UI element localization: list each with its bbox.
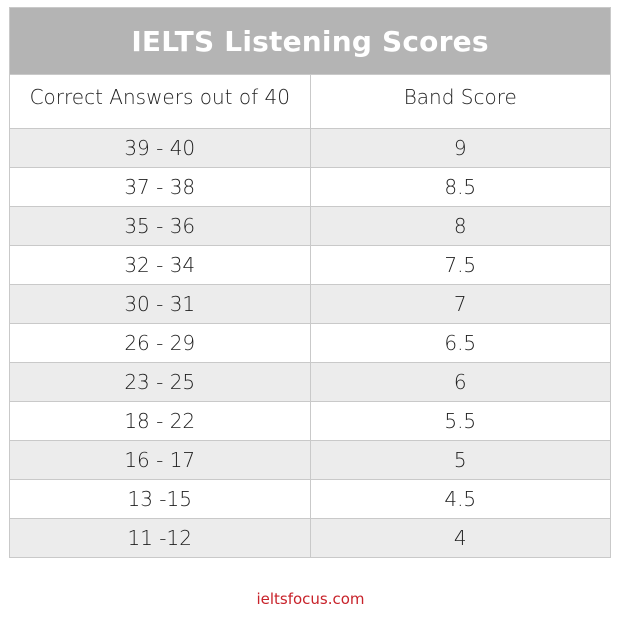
answers-cell: 23 - 25 (124, 370, 196, 394)
answers-cell: 26 - 29 (124, 331, 196, 355)
answers-cell: 30 - 31 (124, 292, 196, 316)
band-cell: 4 (309, 519, 611, 557)
score-table: IELTS Listening Scores Correct Answers o… (9, 7, 611, 558)
band-cell: 7.5 (309, 246, 611, 284)
table-row: 39 - 40 9 (10, 128, 610, 167)
band-cell: 6.5 (309, 324, 611, 362)
table-title: IELTS Listening Scores (10, 8, 610, 74)
answers-cell: 13 -15 (127, 487, 192, 511)
table-row: 37 - 38 8.5 (10, 167, 610, 206)
answers-cell: 18 - 22 (124, 409, 196, 433)
table-row: 30 - 31 7 (10, 284, 610, 323)
table-row: 11 -12 4 (10, 518, 610, 557)
band-cell: 5 (309, 441, 611, 479)
answers-cell: 16 - 17 (124, 448, 196, 472)
band-cell: 8 (309, 207, 611, 245)
band-cell: 9 (309, 129, 611, 167)
table-row: 35 - 36 8 (10, 206, 610, 245)
table-row: 18 - 22 5.5 (10, 401, 610, 440)
header-row: Correct Answers out of 40 Band Score (10, 74, 610, 128)
band-cell: 4.5 (309, 480, 611, 518)
table-row: 13 -15 4.5 (10, 479, 610, 518)
band-cell: 6 (309, 363, 611, 401)
band-cell: 7 (309, 285, 611, 323)
table-row: 23 - 25 6 (10, 362, 610, 401)
answers-cell: 39 - 40 (124, 136, 196, 160)
column-header-band: Band Score (309, 75, 611, 128)
source-link[interactable]: ieltsfocus.com (256, 590, 365, 608)
table-row: 26 - 29 6.5 (10, 323, 610, 362)
answers-cell: 37 - 38 (124, 175, 196, 199)
table-row: 16 - 17 5 (10, 440, 610, 479)
band-cell: 8.5 (309, 168, 611, 206)
band-cell: 5.5 (309, 402, 611, 440)
answers-cell: 11 -12 (127, 526, 192, 550)
table-row: 32 - 34 7.5 (10, 245, 610, 284)
answers-cell: 35 - 36 (124, 214, 196, 238)
column-header-answers: Correct Answers out of 40 (29, 84, 290, 109)
answers-cell: 32 - 34 (124, 253, 196, 277)
